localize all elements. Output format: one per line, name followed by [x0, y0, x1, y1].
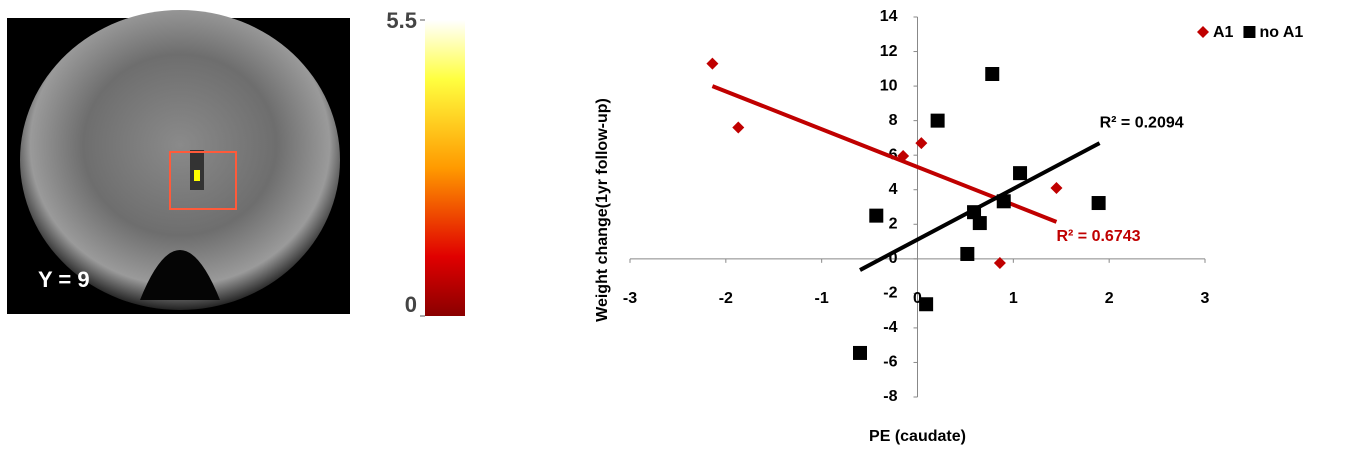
point: [997, 194, 1011, 208]
legend-marker: [1197, 26, 1209, 38]
legend-label: no A1: [1259, 24, 1303, 41]
point: [931, 114, 945, 128]
point: [973, 216, 987, 230]
point: [732, 122, 744, 134]
figure: Y = 9 05.5-8-6-4-202468101214-3-2-10123P…: [0, 0, 1347, 452]
legend-marker: [1243, 26, 1255, 38]
x-axis-label: PE (caudate): [869, 428, 966, 445]
point: [706, 58, 718, 70]
point: [985, 67, 999, 81]
r2-label: R² = 0.6743: [1056, 228, 1140, 245]
y-axis-label: Weight change(1yr follow-up): [594, 98, 611, 322]
y-tick-label: -4: [883, 319, 897, 336]
x-tick-label: 3: [1201, 290, 1210, 307]
point: [869, 209, 883, 223]
y-tick-label: 10: [880, 77, 898, 94]
r2-label: R² = 0.2094: [1100, 114, 1184, 131]
point: [853, 346, 867, 360]
colorbar-tick-label: 0: [405, 292, 417, 317]
y-tick-label: -8: [883, 388, 897, 405]
y-tick-label: -6: [883, 354, 897, 371]
page: Y = 9 05.5-8-6-4-202468101214-3-2-10123P…: [0, 0, 1347, 457]
point: [919, 297, 933, 311]
point: [1050, 182, 1062, 194]
x-tick-label: -3: [623, 290, 637, 307]
point: [1092, 196, 1106, 210]
y-tick-label: 8: [889, 112, 898, 129]
y-tick-label: 4: [889, 181, 898, 198]
y-tick-label: 2: [889, 215, 898, 232]
x-tick-label: -1: [815, 290, 829, 307]
legend-label: A1: [1213, 24, 1234, 41]
point: [1013, 166, 1027, 180]
colorbar: [425, 20, 465, 316]
x-tick-label: -2: [719, 290, 733, 307]
y-tick-label: 14: [880, 8, 898, 25]
slice-label: Y = 9: [38, 267, 90, 292]
y-tick-label: -2: [883, 285, 897, 302]
y-tick-label: 12: [880, 43, 898, 60]
x-tick-label: 1: [1009, 290, 1018, 307]
x-tick-label: 2: [1105, 290, 1114, 307]
colorbar-tick-label: 5.5: [386, 8, 417, 33]
point: [960, 247, 974, 261]
